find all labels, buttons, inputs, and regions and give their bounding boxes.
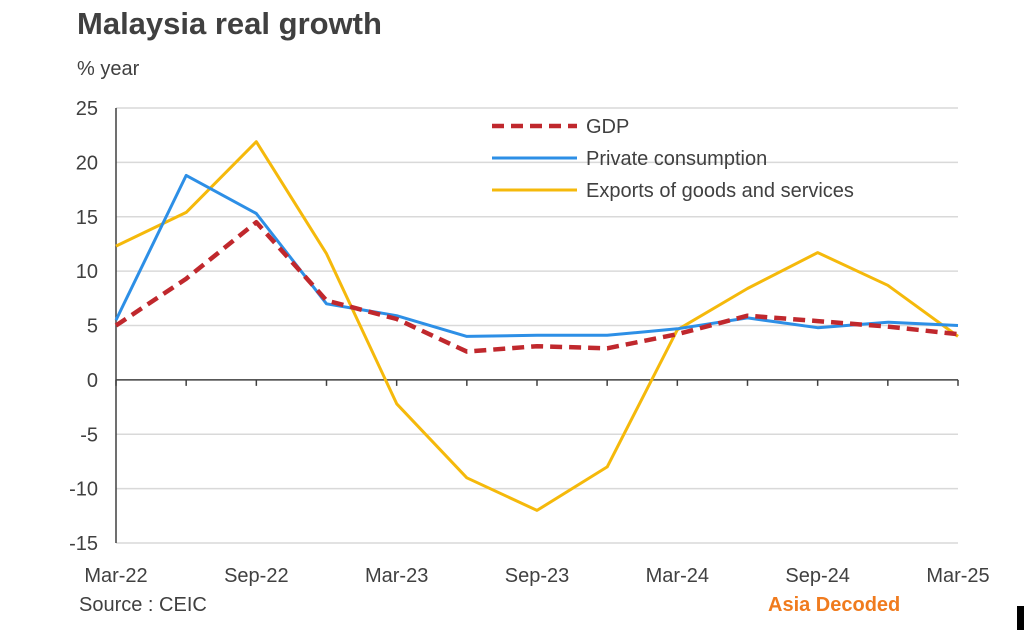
corner-mark (1017, 606, 1024, 630)
series-lines (114, 140, 959, 512)
y-tick-label: 25 (76, 98, 98, 120)
x-tick-label: Mar-22 (84, 565, 147, 587)
series-line-exports-of-goods-and-services (115, 140, 959, 512)
y-tick-label: 15 (76, 207, 98, 229)
x-tick-label: Sep-24 (785, 565, 850, 587)
chart-title: Malaysia real growth (77, 6, 382, 41)
x-tick-label: Mar-23 (365, 565, 428, 587)
series-line-gdp (114, 219, 959, 354)
x-tick-label: Mar-24 (646, 565, 709, 587)
legend: GDP Private consumption Exports of goods a… (492, 116, 854, 202)
axes: -15 -10 -5 0 5 10 15 20 25 Mar-22 Sep-22 Mar-23 Sep-… (69, 98, 990, 587)
x-tick-label: Sep-23 (505, 565, 570, 587)
x-tick-label: Sep-22 (224, 565, 289, 587)
y-tick-label: 10 (76, 261, 98, 283)
legend-label: Exports of goods and services (586, 180, 854, 202)
series-line-private-consumption (114, 173, 959, 338)
y-tick-label: 20 (76, 152, 98, 174)
brand-logo-text: Asia Decoded (768, 594, 901, 616)
y-tick-label: 0 (87, 370, 98, 392)
legend-label: GDP (586, 116, 629, 138)
y-tick-label: -5 (80, 424, 98, 446)
y-axis-unit-label: % year (77, 58, 140, 80)
gridlines (116, 107, 958, 544)
x-tick-label: Mar-25 (926, 565, 989, 587)
y-tick-label: 5 (87, 316, 98, 338)
source-note: Source : CEIC (79, 594, 207, 616)
y-tick-label: -10 (69, 479, 98, 501)
legend-label: Private consumption (586, 148, 767, 170)
y-tick-label: -15 (69, 533, 98, 555)
